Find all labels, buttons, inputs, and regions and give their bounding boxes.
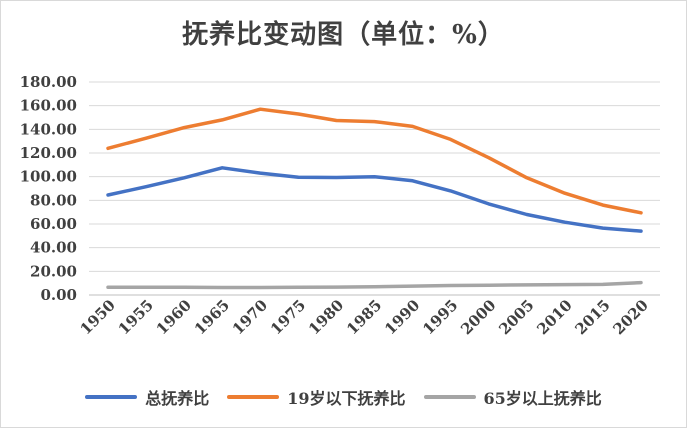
legend-swatch <box>85 395 138 399</box>
series-line-0 <box>106 166 643 233</box>
series-line-2 <box>106 280 643 290</box>
legend-item: 总抚养比 <box>85 385 209 409</box>
x-tick-label: 1990 <box>381 296 423 338</box>
legend: 总抚养比 19岁以下抚养比 65岁以上抚养比 <box>0 385 687 409</box>
x-tick-label: 1985 <box>343 296 385 338</box>
x-tick-label: 1970 <box>229 296 271 338</box>
y-tick-label: 20.00 <box>30 262 77 280</box>
y-tick-label: 60.00 <box>30 215 77 233</box>
x-tick-label: 2005 <box>495 296 537 338</box>
x-tick-label: 2000 <box>457 296 499 338</box>
y-tick-label: 40.00 <box>30 239 77 257</box>
x-tick-label: 2010 <box>533 296 575 338</box>
y-tick-label: 160.00 <box>20 97 77 115</box>
legend-swatch <box>423 395 476 399</box>
y-tick-label: 140.00 <box>20 120 77 138</box>
y-tick-label: 120.00 <box>20 144 77 162</box>
y-tick-label: 100.00 <box>20 168 77 186</box>
x-tick-label: 2020 <box>610 296 652 338</box>
legend-item: 65岁以上抚养比 <box>423 385 602 409</box>
y-tick-label: 180.00 <box>20 73 77 91</box>
x-tick-label: 1980 <box>305 296 347 338</box>
x-tick-label: 1995 <box>419 296 461 338</box>
y-tick-label: 80.00 <box>30 191 77 209</box>
series-line-1 <box>106 107 643 215</box>
x-tick-label: 1955 <box>115 296 157 338</box>
chart-title: 抚养比变动图（单位：%） <box>182 20 505 50</box>
x-tick-label: 1965 <box>191 296 233 338</box>
x-tick-label: 1975 <box>267 296 309 338</box>
gridlines <box>89 81 660 296</box>
legend-swatch <box>227 395 280 399</box>
legend-label: 19岁以下抚养比 <box>287 389 406 408</box>
y-tick-label: 0.00 <box>40 286 77 304</box>
series-lines <box>106 107 643 290</box>
legend-item: 19岁以下抚养比 <box>227 385 406 409</box>
x-tick-label: 2015 <box>571 296 613 338</box>
x-tick-label: 1960 <box>153 296 195 338</box>
x-axis-ticks: 1950195519601965197019751980198519901995… <box>77 296 652 338</box>
x-tick-label: 1950 <box>77 296 119 338</box>
legend-label: 65岁以上抚养比 <box>483 389 602 408</box>
y-axis-ticks: 0.00 20.00 40.00 60.00 80.00 100.00 120.00 140.… <box>20 73 77 304</box>
legend-label: 总抚养比 <box>145 389 210 408</box>
